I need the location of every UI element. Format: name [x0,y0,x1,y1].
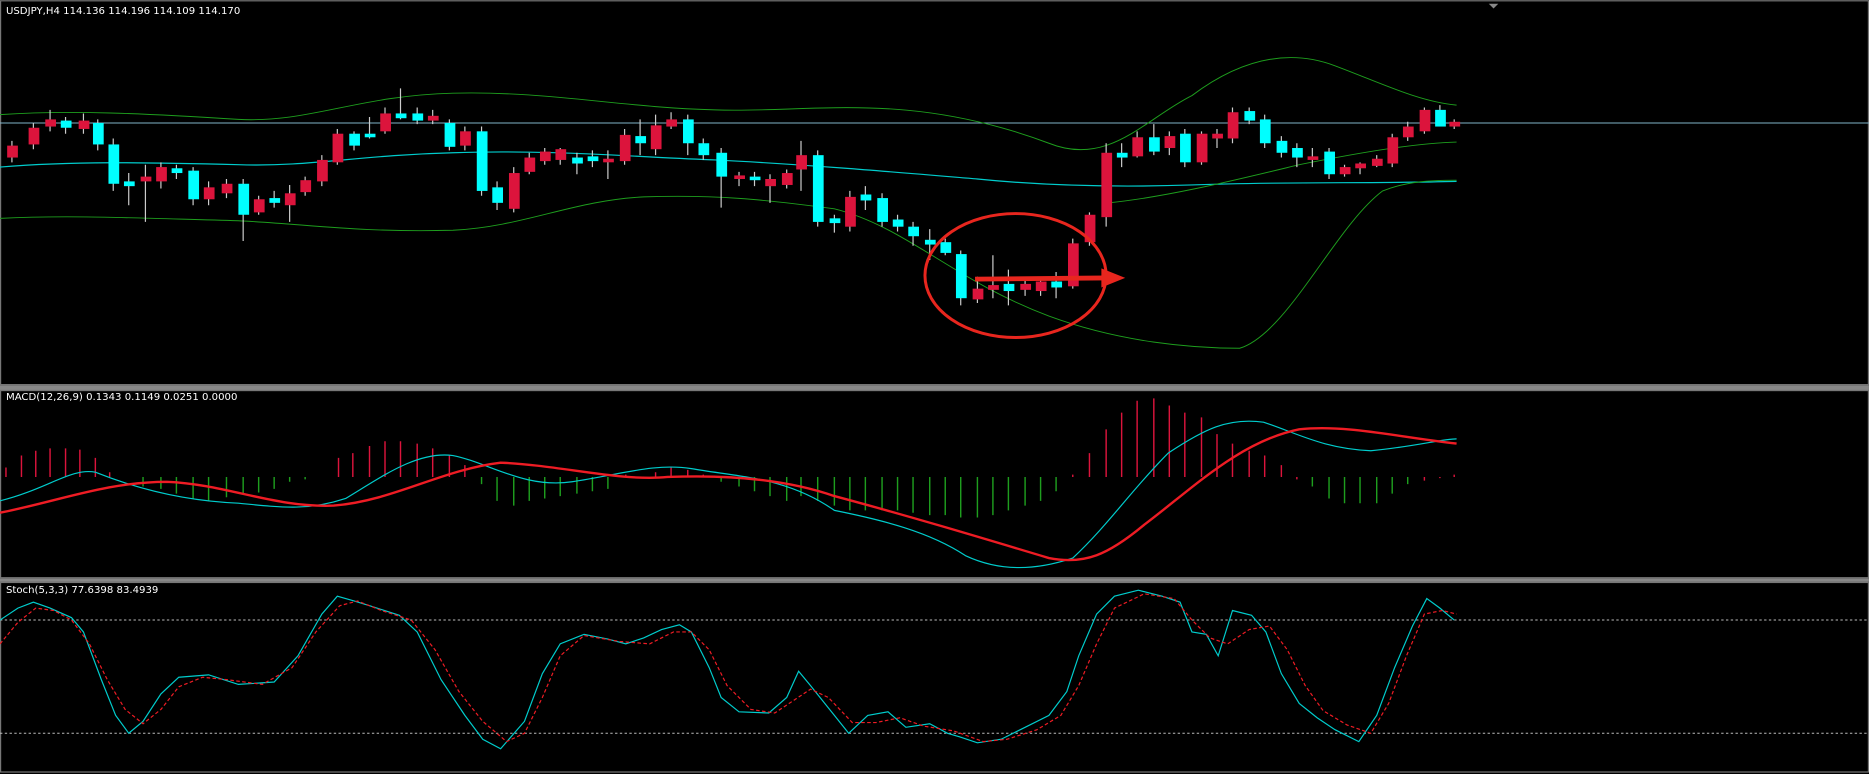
stoch-panel-label: Stoch(5,3,3) 77.6398 83.4939 [6,585,158,596]
stoch-main [0,589,1455,750]
inner-band [1108,141,1457,204]
panel-separator [0,385,1869,390]
macd-panel-frame [0,389,1869,579]
arrow-shaft [975,275,1107,282]
middle-band [0,151,1457,187]
candle-bodies [7,109,1461,300]
arrow-head [1101,268,1126,288]
lower-band [0,179,1457,349]
upper-band [0,57,1457,151]
stoch-panel-frame [0,581,1869,773]
stoch-signal [0,593,1457,743]
shift-marker [1488,3,1499,9]
panel-separator [0,578,1869,582]
macd-panel-label: MACD(12,26,9) 0.1343 0.1149 0.0251 0.000… [6,392,237,403]
macd-line [0,420,1457,569]
signal-line [0,427,1457,562]
main-panel-frame [0,0,1869,386]
main-panel-label: USDJPY,H4 114.136 114.196 114.109 114.17… [6,6,240,17]
